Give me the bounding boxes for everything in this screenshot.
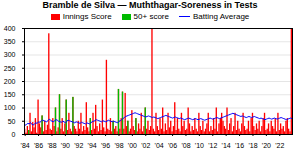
svg-text:'06: '06 xyxy=(168,142,177,149)
svg-text:'18: '18 xyxy=(248,142,257,149)
svg-text:'02: '02 xyxy=(141,142,150,149)
svg-text:'84: '84 xyxy=(21,142,30,149)
html-text:Bramble de Silva — Muththagar-: Bramble de Silva — Muththagar-Soreness i… xyxy=(42,0,258,10)
svg-text:'22: '22 xyxy=(275,142,284,149)
svg-text:'14: '14 xyxy=(222,142,231,149)
svg-text:'92: '92 xyxy=(74,142,83,149)
svg-text:400: 400 xyxy=(4,25,16,32)
svg-text:200: 200 xyxy=(4,78,16,85)
svg-text:'88: '88 xyxy=(47,142,56,149)
svg-text:'08: '08 xyxy=(181,142,190,149)
svg-text:'10: '10 xyxy=(195,142,204,149)
svg-text:'94: '94 xyxy=(88,142,97,149)
svg-text:350: 350 xyxy=(4,38,16,45)
html-text:Innings Score: Innings Score xyxy=(62,11,112,21)
svg-text:'12: '12 xyxy=(208,142,217,149)
svg-text:'98: '98 xyxy=(114,142,123,149)
svg-text:'86: '86 xyxy=(34,142,43,149)
html-text:Batting Average: Batting Average xyxy=(193,11,250,21)
svg-text:'20: '20 xyxy=(262,142,271,149)
svg-text:300: 300 xyxy=(4,51,16,58)
svg-text:250: 250 xyxy=(4,64,16,71)
svg-text:'90: '90 xyxy=(61,142,70,149)
svg-text:0: 0 xyxy=(12,131,16,138)
html-text:50+ score: 50+ score xyxy=(133,11,169,21)
svg-text:50: 50 xyxy=(8,117,16,124)
svg-text:'04: '04 xyxy=(155,142,164,149)
svg-text:100: 100 xyxy=(4,104,16,111)
svg-text:150: 150 xyxy=(4,91,16,98)
svg-text:'00: '00 xyxy=(128,142,137,149)
svg-text:'16: '16 xyxy=(235,142,244,149)
svg-text:'96: '96 xyxy=(101,142,110,149)
